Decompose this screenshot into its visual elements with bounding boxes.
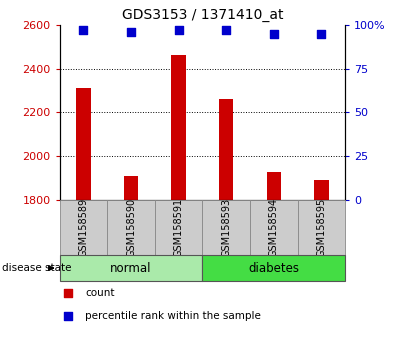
Text: GSM158590: GSM158590 — [126, 198, 136, 257]
Title: GDS3153 / 1371410_at: GDS3153 / 1371410_at — [122, 8, 283, 22]
Point — [223, 27, 229, 33]
Bar — [202, 200, 250, 255]
Bar — [219, 99, 233, 200]
Bar — [76, 88, 90, 200]
Text: normal: normal — [110, 262, 152, 275]
Point — [175, 27, 182, 33]
Text: diabetes: diabetes — [248, 262, 299, 275]
Text: GSM158591: GSM158591 — [173, 198, 184, 257]
Text: GSM158593: GSM158593 — [221, 198, 231, 257]
Text: disease state: disease state — [2, 263, 72, 273]
Point — [270, 31, 277, 36]
Bar — [124, 176, 138, 200]
Bar — [107, 200, 155, 255]
Text: count: count — [85, 288, 115, 298]
Bar — [171, 56, 186, 200]
Text: percentile rank within the sample: percentile rank within the sample — [85, 311, 261, 321]
Bar — [250, 200, 298, 255]
Text: GSM158589: GSM158589 — [79, 198, 88, 257]
Bar — [60, 200, 107, 255]
Text: GSM158595: GSM158595 — [316, 198, 326, 257]
Point — [80, 27, 87, 33]
Bar — [155, 200, 202, 255]
Bar — [298, 200, 345, 255]
Bar — [60, 255, 202, 281]
Text: GSM158594: GSM158594 — [269, 198, 279, 257]
Point — [318, 31, 325, 36]
Point — [65, 313, 72, 319]
Bar — [314, 180, 328, 200]
Bar — [267, 172, 281, 200]
Point — [128, 29, 134, 35]
Bar — [202, 255, 345, 281]
Point — [65, 290, 72, 296]
